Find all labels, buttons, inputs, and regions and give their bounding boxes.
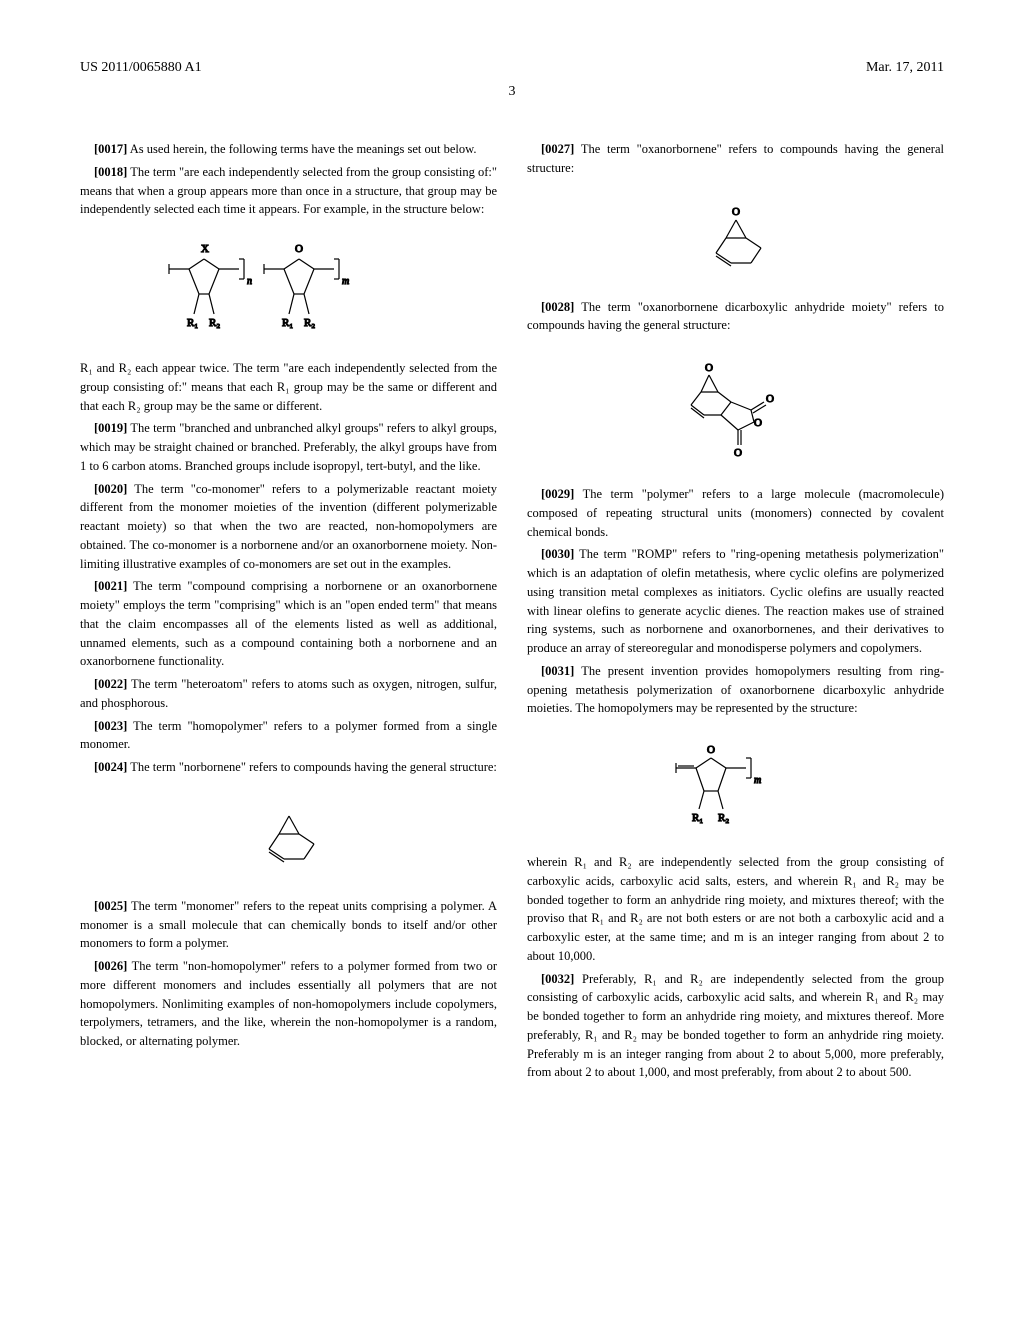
para-number: [0017] <box>94 142 127 156</box>
paragraph-31: [0031] The present invention provides ho… <box>527 662 944 718</box>
svg-text:R₂: R₂ <box>304 317 315 329</box>
patent-number: US 2011/0065880 A1 <box>80 60 202 76</box>
para-number: [0018] <box>94 165 127 179</box>
svg-text:R₂: R₂ <box>209 317 220 329</box>
svg-text:n: n <box>247 276 252 287</box>
para-text: The term "are each independently selecte… <box>80 165 497 217</box>
right-column: [0027] The term "oxanorbornene" refers t… <box>527 140 944 1086</box>
norbornene-structure-diagram <box>80 802 497 872</box>
content-columns: [0017] As used herein, the following ter… <box>80 140 944 1086</box>
svg-text:O: O <box>734 447 742 459</box>
para-number: [0020] <box>94 482 127 496</box>
para-number: [0021] <box>94 579 127 593</box>
para-text: The term "compound comprising a norborne… <box>80 579 497 668</box>
para-number: [0025] <box>94 899 127 913</box>
para-number: [0028] <box>541 300 574 314</box>
para-text: The term "oxanorbornene dicarboxylic anh… <box>527 300 944 333</box>
paragraph-28: [0028] The term "oxanorbornene dicarboxy… <box>527 298 944 336</box>
para-number: [0022] <box>94 677 127 691</box>
para-text: The term "homopolymer" refers to a polym… <box>80 719 497 752</box>
para-text: As used herein, the following terms have… <box>130 142 477 156</box>
page-header: US 2011/0065880 A1 Mar. 17, 2011 <box>80 60 944 76</box>
para-number: [0024] <box>94 760 127 774</box>
polymer-structure-diagram: X R₁ R₂ n O <box>80 244 497 334</box>
left-column: [0017] As used herein, the following ter… <box>80 140 497 1086</box>
svg-text:R₁: R₁ <box>692 812 703 824</box>
para-number: [0019] <box>94 421 127 435</box>
oxanorbornene-structure-diagram: O <box>527 203 944 273</box>
oxanorbornene-anhydride-structure-diagram: O O O O <box>527 360 944 460</box>
page-number: 3 <box>80 84 944 100</box>
paragraph-18-continuation: R₁ and R₂ each appear twice. The term "a… <box>80 359 497 415</box>
para-number: [0027] <box>541 142 574 156</box>
svg-text:O: O <box>766 393 774 405</box>
para-text: Preferably, R₁ and R₂ are independently … <box>527 972 944 1080</box>
paragraph-30: [0030] The term "ROMP" refers to "ring-o… <box>527 545 944 658</box>
svg-text:O: O <box>754 417 762 429</box>
para-text: The term "branched and unbranched alkyl … <box>80 421 497 473</box>
para-number: [0023] <box>94 719 127 733</box>
para-number: [0030] <box>541 547 574 561</box>
paragraph-19: [0019] The term "branched and unbranched… <box>80 419 497 475</box>
para-text: The term "oxanorbornene" refers to compo… <box>527 142 944 175</box>
publication-date: Mar. 17, 2011 <box>866 60 944 76</box>
paragraph-29: [0029] The term "polymer" refers to a la… <box>527 485 944 541</box>
para-number: [0032] <box>541 972 574 986</box>
svg-text:m: m <box>754 775 761 786</box>
paragraph-20: [0020] The term "co-monomer" refers to a… <box>80 480 497 574</box>
para-text: The term "co-monomer" refers to a polyme… <box>80 482 497 571</box>
para-text: The term "monomer" refers to the repeat … <box>80 899 497 951</box>
para-number: [0026] <box>94 959 127 973</box>
svg-text:O: O <box>707 744 715 756</box>
svg-text:O: O <box>705 362 713 374</box>
paragraph-27: [0027] The term "oxanorbornene" refers t… <box>527 140 944 178</box>
svg-text:R₁: R₁ <box>187 317 198 329</box>
homopolymer-structure-diagram: O R₁ R₂ m <box>527 743 944 828</box>
para-text: The term "ROMP" refers to "ring-opening … <box>527 547 944 655</box>
para-text: The term "heteroatom" refers to atoms su… <box>80 677 497 710</box>
svg-text:X: X <box>201 244 209 255</box>
para-text: The term "polymer" refers to a large mol… <box>527 487 944 539</box>
paragraph-18: [0018] The term "are each independently … <box>80 163 497 219</box>
svg-text:O: O <box>295 244 303 255</box>
paragraph-17: [0017] As used herein, the following ter… <box>80 140 497 159</box>
svg-text:R₁: R₁ <box>282 317 293 329</box>
paragraph-23: [0023] The term "homopolymer" refers to … <box>80 717 497 755</box>
para-number: [0031] <box>541 664 574 678</box>
paragraph-21: [0021] The term "compound comprising a n… <box>80 577 497 671</box>
svg-text:R₂: R₂ <box>718 812 729 824</box>
paragraph-32: [0032] Preferably, R₁ and R₂ are indepen… <box>527 970 944 1083</box>
para-text: The present invention provides homopolym… <box>527 664 944 716</box>
paragraph-22: [0022] The term "heteroatom" refers to a… <box>80 675 497 713</box>
para-text: The term "non-homopolymer" refers to a p… <box>80 959 497 1048</box>
para-number: [0029] <box>541 487 574 501</box>
paragraph-26: [0026] The term "non-homopolymer" refers… <box>80 957 497 1051</box>
para-text: The term "norbornene" refers to compound… <box>130 760 497 774</box>
paragraph-25: [0025] The term "monomer" refers to the … <box>80 897 497 953</box>
paragraph-24: [0024] The term "norbornene" refers to c… <box>80 758 497 777</box>
svg-text:O: O <box>732 206 740 218</box>
paragraph-31-continuation: wherein R₁ and R₂ are independently sele… <box>527 853 944 966</box>
svg-text:m: m <box>342 276 349 287</box>
